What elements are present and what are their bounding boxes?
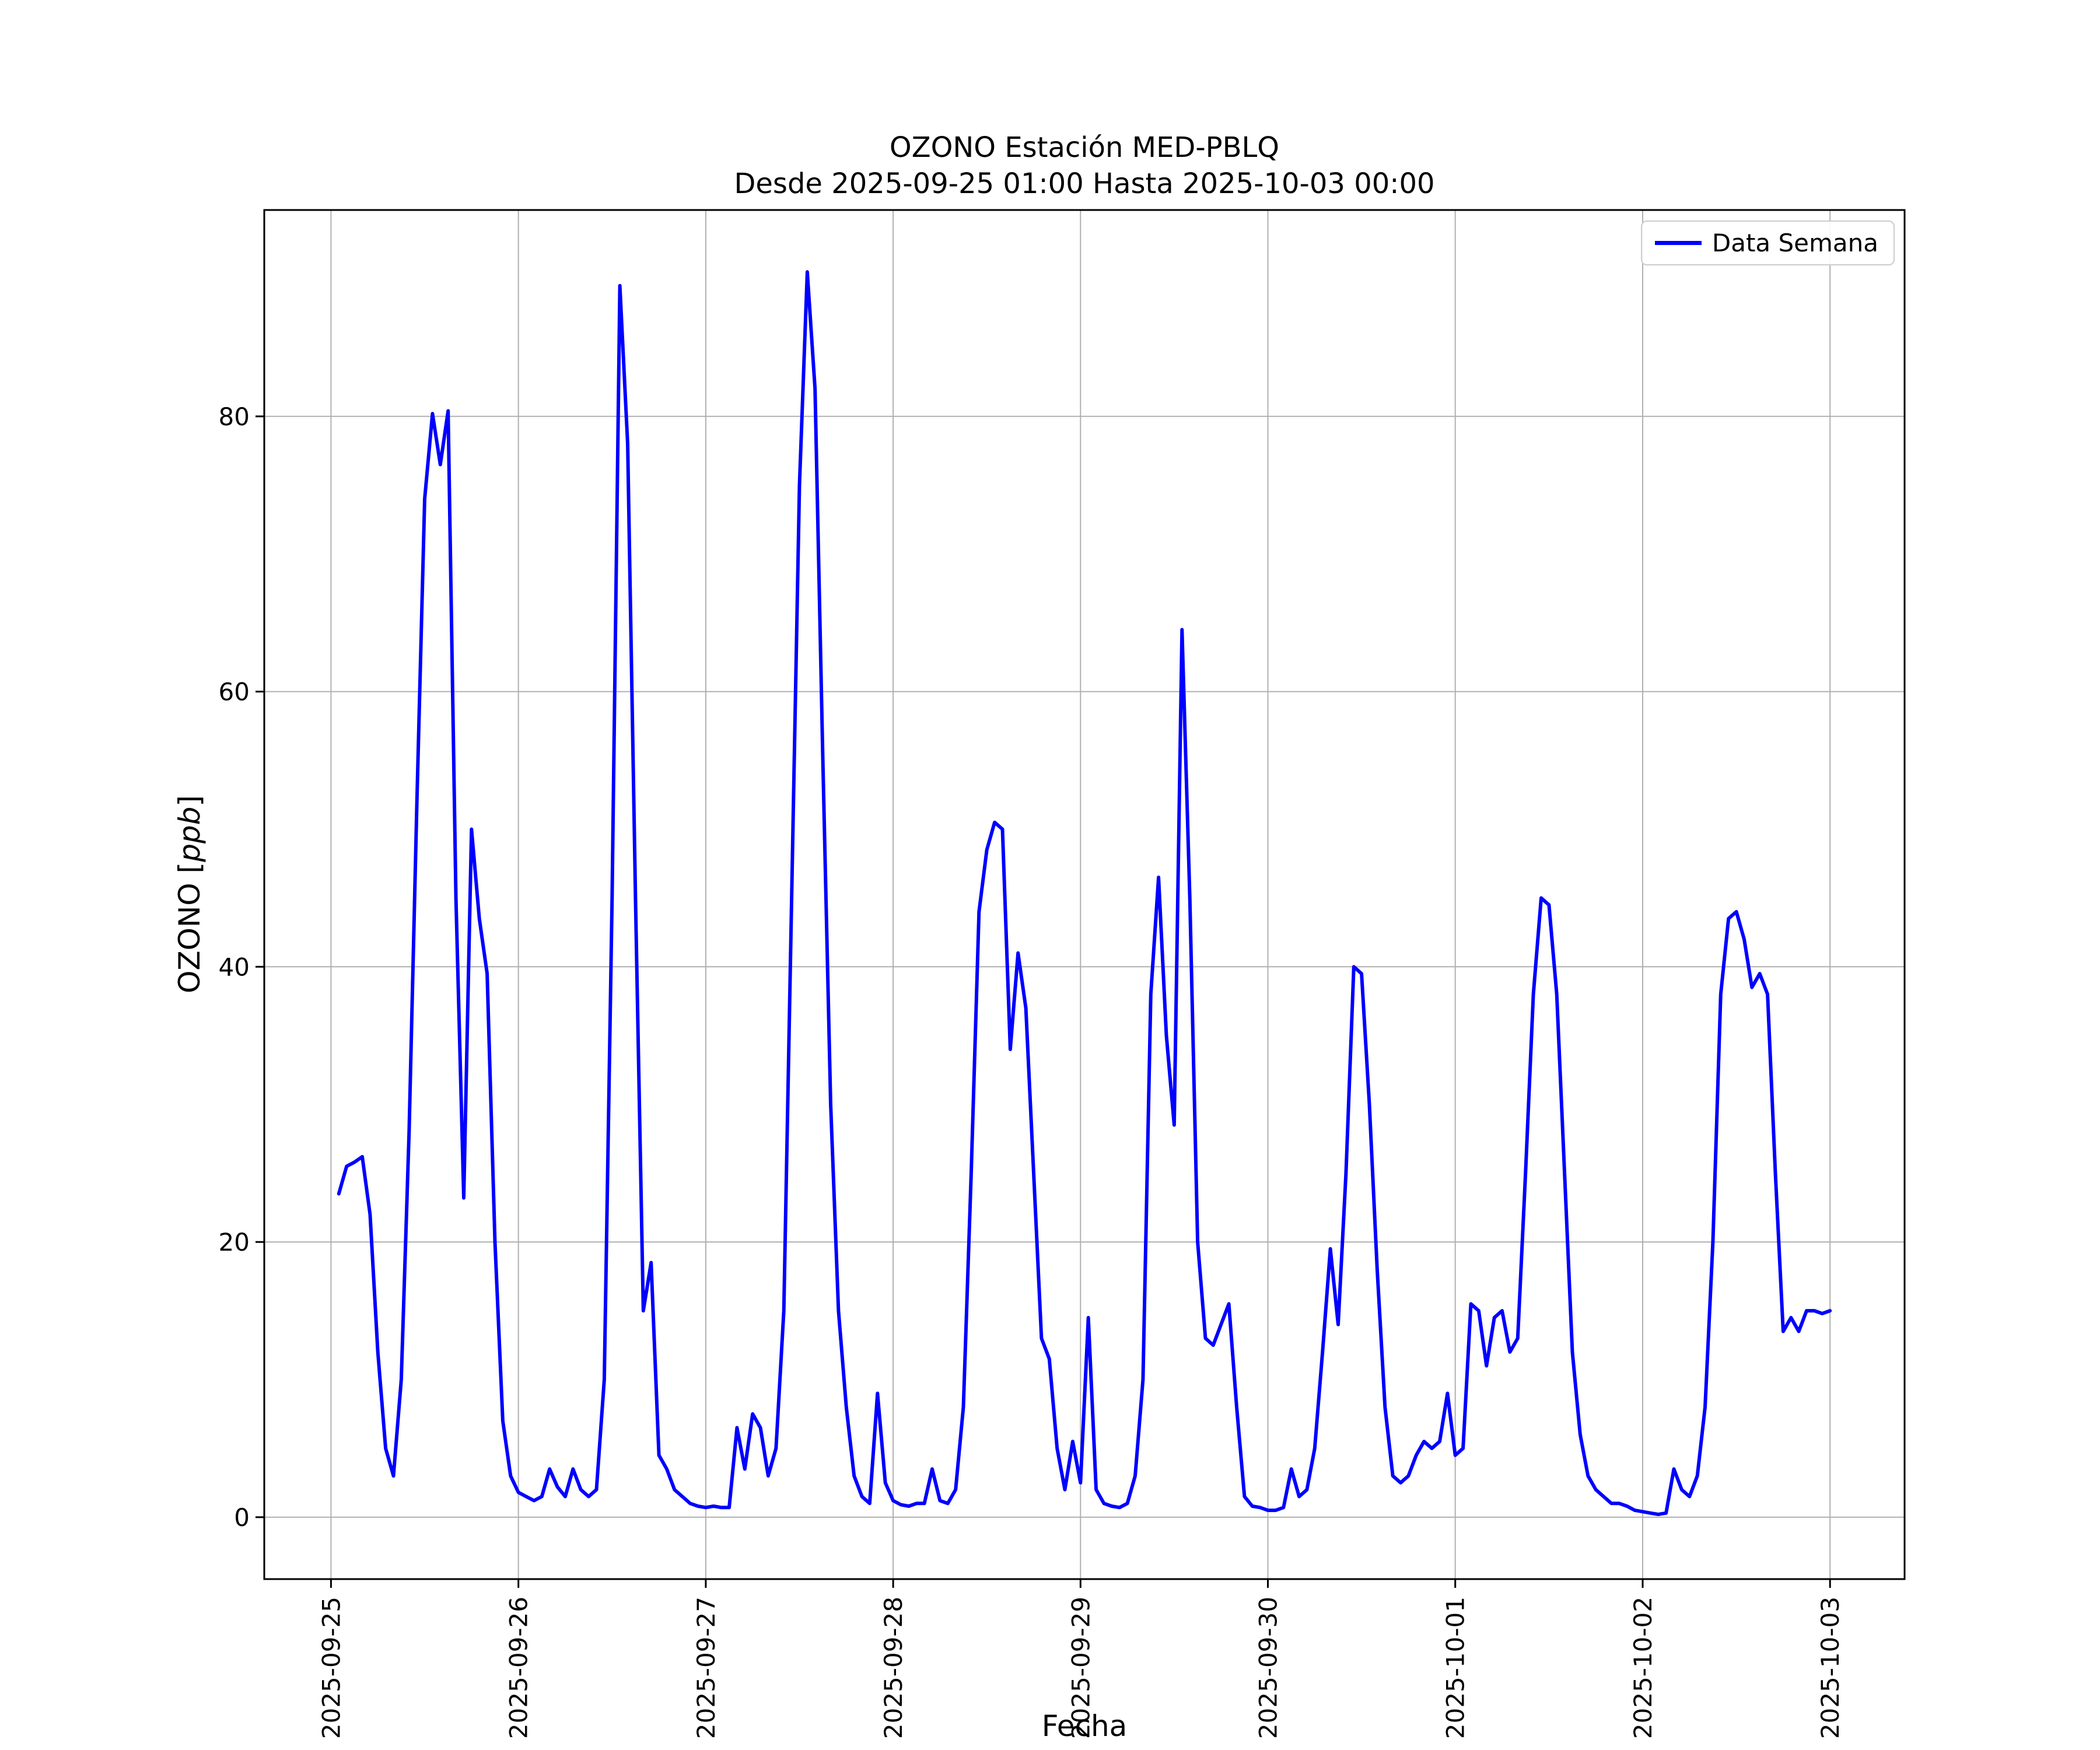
y-axis-label-unit: ppb <box>173 806 206 862</box>
x-axis-label: Fecha <box>1041 1709 1128 1743</box>
x-tick-label: 2025-09-28 <box>879 1597 908 1739</box>
legend-label: Data Semana <box>1712 229 1878 257</box>
x-tick-label: 2025-09-29 <box>1066 1597 1095 1739</box>
y-axis-label-prefix: OZONO [ <box>173 862 206 993</box>
x-tick-label: 2025-09-26 <box>505 1597 533 1739</box>
axes-spines <box>263 209 1906 1580</box>
x-tick-label: 2025-10-01 <box>1441 1597 1470 1739</box>
y-axis-label-suffix: ] <box>173 795 206 807</box>
chart-title-line2: Desde 2025-09-25 01:00 Hasta 2025-10-03 … <box>734 167 1435 200</box>
x-tick-label: 2025-09-30 <box>1254 1597 1283 1739</box>
y-tick-label: 20 <box>219 1228 250 1256</box>
y-tick-label: 60 <box>219 678 250 706</box>
y-tick-label: 40 <box>219 953 250 981</box>
legend-line-swatch <box>1654 241 1702 245</box>
x-tick-label: 2025-09-27 <box>692 1597 720 1739</box>
y-tick-label: 80 <box>219 402 250 431</box>
x-tick-label: 2025-10-02 <box>1629 1597 1657 1739</box>
x-tick-label: 2025-10-03 <box>1816 1597 1845 1739</box>
chart-title: OZONO Estación MED-PBLQ Desde 2025-09-25… <box>264 130 1905 202</box>
data-series-line <box>337 270 1832 1517</box>
y-tick-label: 0 <box>234 1503 250 1532</box>
y-axis-label: OZONO [ppb] <box>173 795 206 993</box>
x-tick-label: 2025-09-25 <box>317 1597 345 1739</box>
legend: Data Semana <box>1640 220 1895 265</box>
chart-title-line1: OZONO Estación MED-PBLQ <box>889 131 1280 164</box>
